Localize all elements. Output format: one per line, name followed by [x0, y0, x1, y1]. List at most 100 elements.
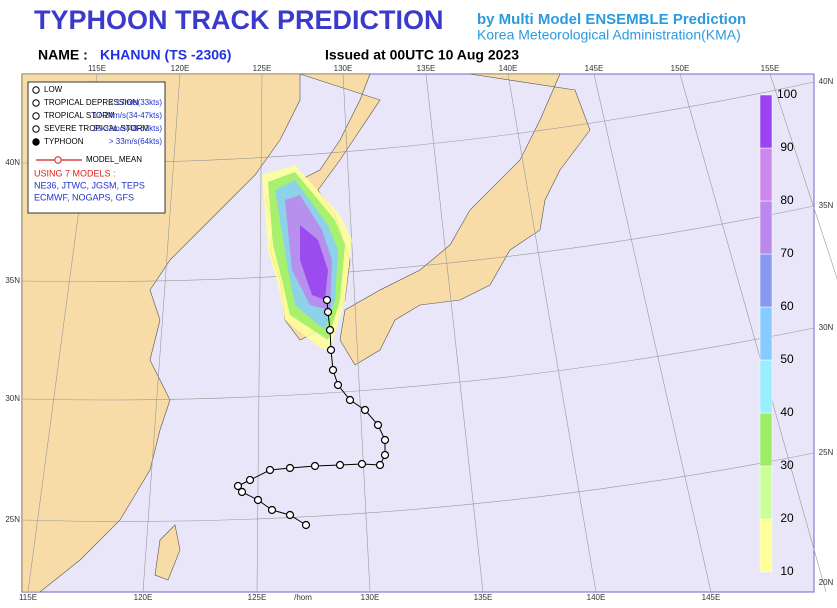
- meridian: [769, 73, 837, 280]
- lon-label: 155E: [761, 64, 780, 73]
- lon-label: 115E: [19, 593, 37, 602]
- legend-label: TROPICAL STORM: [44, 111, 115, 120]
- colorbar-band: [759, 306, 773, 361]
- lat-label: 35N: [5, 276, 20, 285]
- meridian: [507, 73, 597, 593]
- track-point: [323, 307, 333, 317]
- track-point: [357, 459, 367, 469]
- parallel: [21, 205, 815, 282]
- track-point: [245, 475, 255, 485]
- lon-label: 140E: [499, 64, 518, 73]
- lat-label: 40N: [819, 77, 834, 86]
- track-point: [285, 463, 295, 473]
- legend-label: SEVERE TROPICAL STORM: [44, 124, 150, 133]
- lon-label: 145E: [702, 593, 721, 602]
- title: TYPHOON TRACK PREDICTION: [34, 5, 444, 35]
- lon-label: 140E: [587, 593, 606, 602]
- name-label: NAME :: [38, 47, 88, 63]
- subtitle: Korea Meteorological Administration(KMA): [477, 27, 741, 43]
- lon-label: 115E: [88, 64, 106, 73]
- colorbar-label: 90: [780, 140, 794, 154]
- storm-name: KHANUN (TS -2306): [100, 47, 231, 63]
- colorbar-label: 50: [780, 352, 794, 366]
- colorbar-label: 70: [780, 246, 794, 260]
- track-point: [265, 465, 275, 475]
- meridian: [142, 73, 181, 593]
- colorbar-label: 10: [780, 564, 794, 578]
- lon-label: 120E: [171, 64, 190, 73]
- track-point: [360, 405, 370, 415]
- track-point: [335, 460, 345, 470]
- lon-label: 125E: [248, 593, 267, 602]
- track-point: [380, 435, 390, 445]
- colorbar-label: 100: [777, 87, 797, 101]
- track-point: [301, 520, 311, 530]
- legend-range: < 17m/s(33kts): [109, 98, 162, 107]
- lon-label: 150E: [671, 64, 690, 73]
- parallel: [21, 452, 815, 522]
- meridian: [593, 73, 712, 593]
- colorbar-band: [759, 412, 773, 467]
- colorbar-band: [759, 94, 773, 149]
- subtitle: by Multi Model ENSEMBLE Prediction: [477, 11, 746, 28]
- lon-label: 135E: [417, 64, 436, 73]
- colorbar-band: [759, 200, 773, 255]
- lat-label: 30N: [5, 394, 20, 403]
- legend-symbol: [32, 86, 40, 94]
- legend-box: [27, 81, 166, 214]
- track-point: [373, 420, 383, 430]
- legend-range: 25-32m/s(48-63kts): [93, 124, 163, 133]
- lat-label: 40N: [5, 158, 20, 167]
- track-point: [326, 345, 336, 355]
- lon-label: 120E: [134, 593, 153, 602]
- lon-label: 125E: [253, 64, 272, 73]
- lon-label: 145E: [585, 64, 604, 73]
- legend-range: 17-24m/s(34-47kts): [93, 111, 163, 120]
- meridian: [256, 73, 263, 593]
- colorbar-label: 80: [780, 193, 794, 207]
- colorbar-band: [759, 253, 773, 308]
- colorbar-band: [759, 359, 773, 414]
- land-japan: [339, 73, 591, 366]
- lon-label: /hom: [294, 593, 312, 602]
- meridian: [342, 73, 371, 593]
- legend-symbol: [32, 99, 40, 107]
- legend-label: TYPHOON: [44, 137, 84, 146]
- legend-symbol: [32, 112, 40, 120]
- lat-label: 30N: [819, 323, 834, 332]
- colorbar-label: 40: [780, 405, 794, 419]
- colorbar-band: [759, 147, 773, 202]
- legend-range: > 33m/s(64kts): [109, 137, 162, 146]
- colorbar-band: [759, 465, 773, 520]
- colorbar-band: [759, 518, 773, 573]
- legend-label: TROPICAL DEPRESSION: [44, 98, 139, 107]
- meridian: [425, 73, 484, 593]
- lat-label: 35N: [819, 201, 834, 210]
- track-point: [375, 460, 385, 470]
- track-point: [328, 365, 338, 375]
- lon-label: 135E: [474, 593, 493, 602]
- models-title: USING 7 MODELS :: [34, 168, 116, 178]
- meridian: [679, 73, 827, 593]
- track-point: [325, 325, 335, 335]
- colorbar-label: 60: [780, 299, 794, 313]
- track-point: [253, 495, 263, 505]
- colorbar-label: 30: [780, 458, 794, 472]
- lon-label: 130E: [361, 593, 380, 602]
- legend-label: MODEL_MEAN: [86, 155, 142, 164]
- track-point: [233, 481, 243, 491]
- track-point: [237, 487, 247, 497]
- track-point: [333, 380, 343, 390]
- parallel: [21, 327, 815, 401]
- lat-label: 25N: [5, 515, 20, 524]
- track-point: [345, 395, 355, 405]
- lat-label: 25N: [819, 448, 834, 457]
- legend-symbol: [32, 138, 40, 146]
- legend-symbol: [32, 125, 40, 133]
- track-point: [322, 295, 332, 305]
- track-point: [267, 505, 277, 515]
- models: ECMWF, NOGAPS, GFS: [34, 192, 134, 202]
- legend-label: LOW: [44, 85, 63, 94]
- models: NE36, JTWC, JGSM, TEPS: [34, 180, 145, 190]
